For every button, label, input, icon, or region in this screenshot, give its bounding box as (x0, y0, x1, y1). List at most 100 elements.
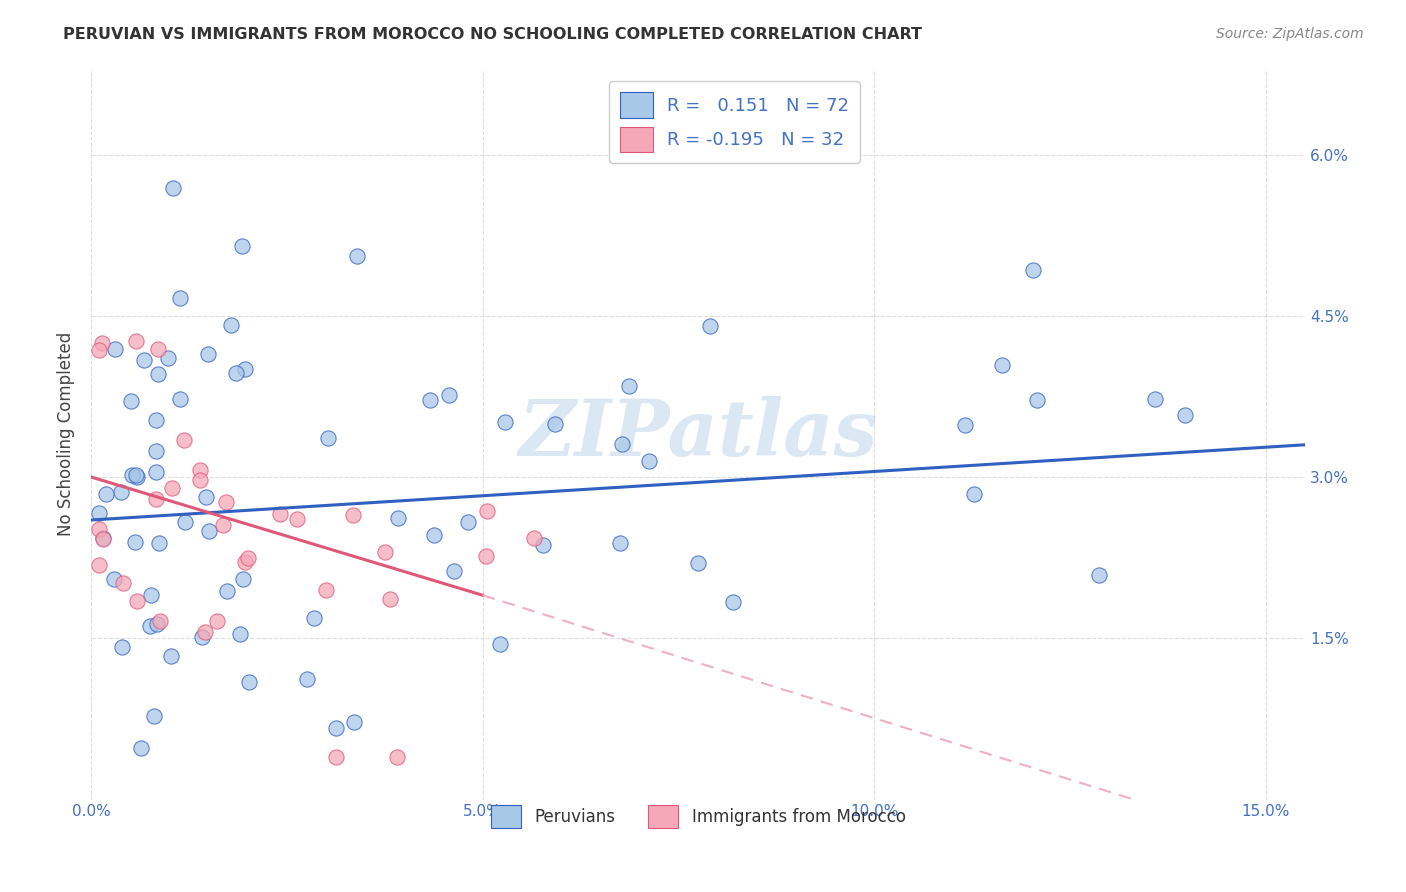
Point (174, 515, 197, 529)
Point (103, 572, 125, 586)
Point (219, 318, 242, 333)
Point (148, 536, 170, 550)
Point (378, 591, 401, 606)
Point (346, 249, 368, 263)
Point (91, 531, 114, 545)
Point (1022, 262, 1045, 277)
Point (229, 627, 252, 641)
Point (1143, 392, 1166, 406)
Point (609, 536, 631, 550)
Point (91, 532, 114, 546)
Point (238, 551, 260, 566)
Point (475, 549, 498, 563)
Point (132, 353, 155, 368)
Point (315, 582, 337, 597)
Point (125, 468, 148, 483)
Point (457, 516, 479, 530)
Point (387, 511, 409, 525)
Point (439, 388, 461, 402)
Point (374, 545, 396, 559)
Point (139, 588, 162, 602)
Point (231, 238, 253, 252)
Point (87, 522, 110, 536)
Point (120, 394, 142, 409)
Point (149, 614, 172, 628)
Point (721, 595, 744, 609)
Text: Source: ZipAtlas.com: Source: ZipAtlas.com (1216, 27, 1364, 41)
Point (443, 564, 465, 578)
Point (125, 334, 148, 348)
Point (143, 709, 166, 723)
Point (325, 721, 347, 735)
Point (194, 624, 217, 639)
Point (1174, 408, 1197, 422)
Point (173, 433, 195, 447)
Point (121, 468, 143, 483)
Point (188, 463, 211, 477)
Point (212, 517, 235, 532)
Point (215, 584, 238, 599)
Point (225, 366, 247, 380)
Point (110, 484, 132, 499)
Point (531, 538, 554, 552)
Point (1088, 568, 1111, 582)
Point (87, 506, 110, 520)
Point (188, 474, 211, 488)
Point (302, 611, 325, 625)
Point (295, 673, 318, 687)
Point (387, 749, 409, 764)
Point (91, 336, 114, 351)
Point (198, 524, 221, 538)
Point (489, 637, 512, 651)
Point (342, 508, 364, 523)
Point (160, 649, 183, 664)
Point (419, 393, 441, 408)
Text: ZIPatlas: ZIPatlas (519, 396, 877, 472)
Point (112, 575, 135, 590)
Point (145, 413, 167, 427)
Point (617, 379, 640, 393)
Point (87, 343, 110, 357)
Point (215, 495, 238, 509)
Point (124, 534, 146, 549)
Point (207, 614, 229, 628)
Point (638, 454, 661, 468)
Point (145, 465, 167, 479)
Point (232, 572, 254, 586)
Point (477, 504, 499, 518)
Point (145, 491, 167, 506)
Point (233, 362, 256, 376)
Point (285, 512, 308, 526)
Point (146, 617, 169, 632)
Point (495, 415, 517, 429)
Point (233, 555, 256, 569)
Point (191, 631, 214, 645)
Point (686, 556, 709, 570)
Point (169, 392, 191, 407)
Point (990, 358, 1012, 372)
Point (269, 508, 291, 522)
Point (316, 431, 339, 445)
Point (129, 740, 152, 755)
Point (162, 181, 184, 195)
Point (162, 481, 184, 495)
Point (195, 490, 218, 504)
Point (94, 487, 117, 501)
Point (125, 594, 148, 608)
Point (963, 487, 986, 501)
Point (169, 292, 191, 306)
Point (87, 558, 110, 573)
Point (138, 619, 160, 633)
Point (157, 351, 180, 365)
Point (146, 367, 169, 381)
Point (699, 319, 721, 334)
Point (104, 342, 127, 356)
Legend: Peruvians, Immigrants from Morocco: Peruvians, Immigrants from Morocco (484, 798, 912, 835)
Point (544, 417, 567, 431)
Point (612, 436, 634, 450)
Point (145, 444, 167, 458)
Point (423, 528, 446, 542)
Text: PERUVIAN VS IMMIGRANTS FROM MOROCCO NO SCHOOLING COMPLETED CORRELATION CHART: PERUVIAN VS IMMIGRANTS FROM MOROCCO NO S… (63, 27, 922, 42)
Point (125, 470, 148, 484)
Point (953, 417, 976, 432)
